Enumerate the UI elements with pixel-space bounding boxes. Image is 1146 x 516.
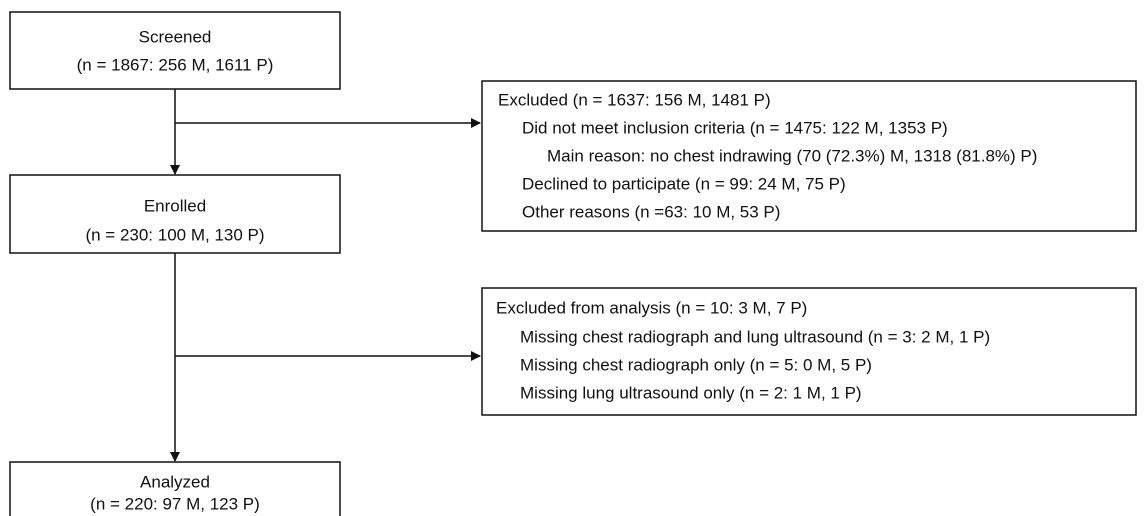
box-title: Screened: [139, 27, 212, 46]
box: [9, 11, 341, 90]
box-text: (n = 220: 97 M, 123 P): [90, 494, 260, 513]
box-text: Excluded from analysis (n = 10: 3 M, 7 P…: [496, 298, 807, 317]
box-text: Did not meet inclusion criteria (n = 147…: [522, 118, 948, 137]
box-text: Missing chest radiograph and lung ultras…: [520, 327, 990, 346]
box: [481, 80, 1137, 232]
box: [481, 287, 1137, 416]
box-title: Analyzed: [140, 472, 210, 491]
box-text: Declined to participate (n = 99: 24 M, 7…: [522, 174, 846, 193]
box-text: Main reason: no chest indrawing (70 (72.…: [547, 146, 1037, 165]
box: [9, 174, 341, 254]
box-text: (n = 230: 100 M, 130 P): [85, 225, 264, 244]
box-text: Missing lung ultrasound only (n = 2: 1 M…: [520, 383, 862, 402]
box-text: Missing chest radiograph only (n = 5: 0 …: [520, 355, 872, 374]
box-text: Excluded (n = 1637: 156 M, 1481 P): [498, 90, 771, 109]
box-text: (n = 1867: 256 M, 1611 P): [77, 55, 274, 74]
box-title: Enrolled: [144, 196, 206, 215]
box-text: Other reasons (n =63: 10 M, 53 P): [522, 202, 780, 221]
box: [9, 461, 341, 516]
